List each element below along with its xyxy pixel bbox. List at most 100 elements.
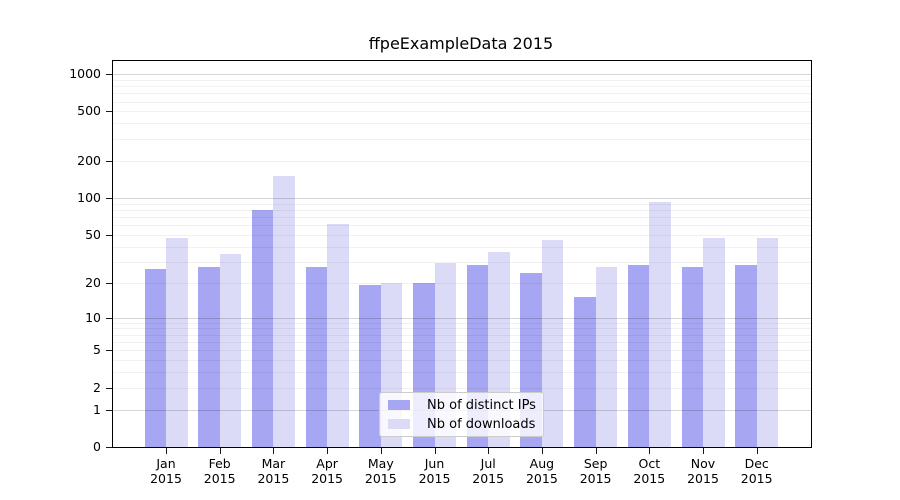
x-tick-mark [488, 448, 490, 454]
gridline-minor [113, 203, 811, 205]
x-tick-year: 2015 [687, 471, 719, 486]
y-tick-mark [106, 197, 112, 199]
chart-title: ffpeExampleData 2015 [368, 34, 554, 53]
x-axis-tick-label: May 2015 [349, 456, 413, 486]
legend: Nb of distinct IPs Nb of downloads [379, 392, 544, 437]
x-tick-month: Sep [583, 456, 608, 471]
bar-downloads [649, 201, 671, 447]
y-axis-tick-label: 5 [93, 342, 101, 358]
x-tick-month: Dec [744, 456, 769, 471]
x-axis-tick-label: Mar 2015 [241, 456, 305, 486]
legend-swatch-distinct-ips [388, 400, 410, 410]
gridline-minor [113, 101, 811, 103]
x-axis-tick-label: Aug 2015 [510, 456, 574, 486]
x-tick-mark [703, 448, 704, 454]
x-tick-mark [595, 448, 597, 454]
x-tick-mark [219, 448, 221, 454]
x-tick-month: Jan [156, 456, 176, 471]
bar-downloads [541, 240, 564, 447]
bar-downloads [327, 224, 349, 447]
x-axis-tick-label: Jun 2015 [403, 456, 467, 486]
x-tick-year: 2015 [740, 471, 773, 486]
x-tick-year: 2015 [579, 471, 612, 486]
x-tick-month: Mar [261, 456, 286, 471]
x-tick-month: Oct [638, 456, 661, 471]
x-tick-month: Feb [208, 456, 231, 471]
bar-distinct-ips [144, 269, 166, 447]
gridline-minor [113, 123, 811, 125]
x-tick-mark [273, 448, 275, 454]
gridline-major [113, 197, 811, 199]
legend-label-distinct-ips: Nb of distinct IPs [427, 397, 536, 413]
y-tick-mark [106, 387, 112, 389]
y-axis-tick-label: 1 [93, 401, 101, 417]
x-tick-mark [434, 448, 436, 454]
x-tick-mark [380, 448, 382, 454]
x-tick-mark [756, 448, 758, 454]
gridline-minor [113, 209, 811, 211]
x-tick-month: May [367, 456, 394, 471]
bar-distinct-ips [251, 209, 274, 447]
x-axis-tick-label: Oct 2015 [617, 456, 681, 486]
bar-distinct-ips [627, 265, 650, 447]
x-axis-tick-label: Sep 2015 [564, 456, 628, 486]
gridline-minor [113, 86, 811, 88]
y-axis-tick-label: 2 [93, 379, 101, 395]
legend-swatch-downloads [388, 419, 410, 429]
x-tick-year: 2015 [472, 471, 505, 486]
x-tick-mark [649, 448, 651, 454]
x-tick-mark [541, 448, 543, 454]
x-tick-month: Aug [529, 456, 555, 471]
x-tick-year: 2015 [203, 471, 236, 486]
x-tick-mark [166, 448, 167, 454]
y-axis-tick-label: 50 [85, 226, 101, 242]
bar-downloads [273, 176, 295, 447]
x-tick-year: 2015 [633, 471, 666, 486]
y-axis-tick-label: 10 [85, 309, 101, 325]
bar-downloads [756, 238, 779, 447]
x-axis-tick-label: Feb 2015 [188, 456, 252, 486]
gridline-minor [113, 234, 811, 236]
x-axis-tick-label: Nov 2015 [671, 456, 735, 486]
x-axis-tick-label: Apr 2015 [295, 456, 359, 486]
y-tick-mark [106, 160, 112, 162]
y-axis-tick-label: 0 [93, 439, 101, 454]
x-tick-year: 2015 [364, 471, 397, 486]
y-tick-mark [106, 350, 112, 352]
bar-distinct-ips [574, 297, 596, 447]
y-axis-tick-label: 200 [77, 152, 101, 168]
x-tick-year: 2015 [150, 471, 182, 486]
x-tick-year: 2015 [257, 471, 290, 486]
x-tick-month: Jul [480, 456, 496, 471]
y-tick-mark [106, 447, 112, 448]
y-axis-tick-label: 100 [77, 189, 101, 205]
x-tick-mark [327, 448, 329, 454]
gridline-minor [113, 138, 811, 140]
legend-item-downloads: Nb of downloads [388, 416, 535, 432]
y-axis-tick-label: 500 [77, 103, 101, 119]
x-tick-month: Jun [424, 456, 445, 471]
y-tick-mark [106, 282, 112, 284]
y-tick-mark [106, 317, 112, 319]
y-tick-mark [106, 74, 112, 75]
x-axis-tick-label: Jan 2015 [134, 456, 198, 486]
gridline-minor [113, 111, 811, 113]
legend-label-downloads: Nb of downloads [427, 416, 536, 432]
bar-downloads [595, 267, 618, 447]
y-tick-mark [106, 234, 112, 236]
gridline-minor [113, 79, 811, 81]
bar-distinct-ips [198, 267, 220, 447]
gridline-major [113, 74, 811, 75]
x-tick-month: Nov [690, 456, 716, 471]
x-tick-year: 2015 [418, 471, 451, 486]
bar-distinct-ips [359, 285, 381, 447]
x-axis-tick-label: Dec 2015 [725, 456, 789, 486]
gridline-minor [113, 216, 811, 218]
bar-distinct-ips [681, 267, 703, 447]
y-tick-mark [106, 409, 112, 411]
y-axis-tick-label: 1000 [69, 66, 101, 81]
x-axis-tick-label: Jul 2015 [456, 456, 520, 486]
bar-distinct-ips [735, 265, 757, 447]
y-axis-tick-label: 20 [85, 274, 101, 290]
